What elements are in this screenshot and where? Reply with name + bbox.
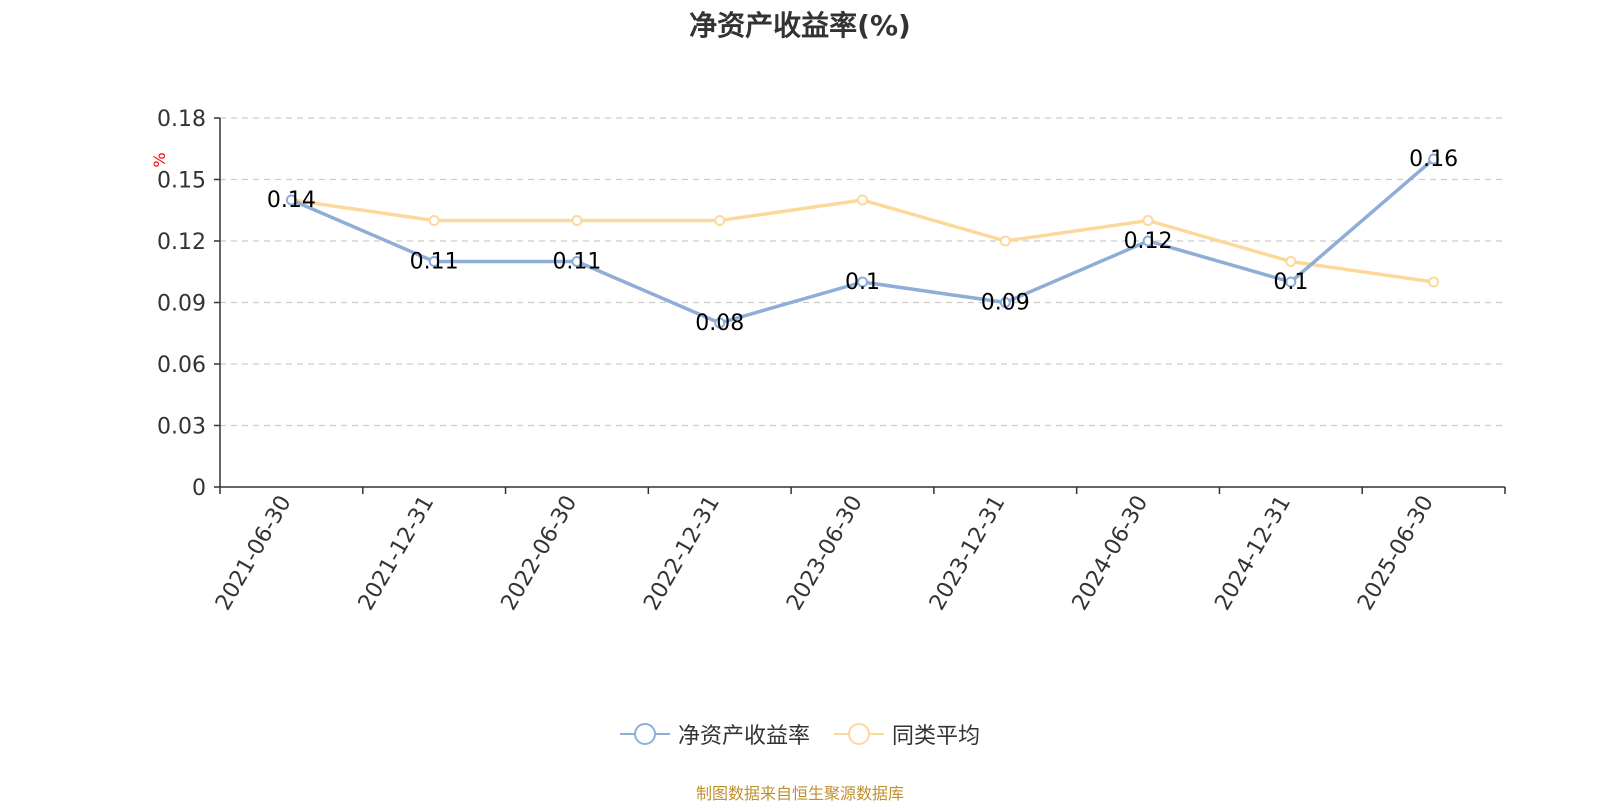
data-point [1428, 276, 1440, 288]
data-point [571, 215, 583, 226]
y-tick-label: 0.12 [157, 230, 206, 255]
y-tick-label: 0 [192, 476, 206, 501]
data-point [857, 194, 868, 206]
data-point [428, 256, 440, 267]
x-tick-label: 2025-06-30 [1353, 492, 1439, 615]
x-tick-label: 2024-06-30 [1068, 492, 1154, 615]
legend-label: 同类平均 [892, 724, 981, 749]
data-label: 0.12 [1124, 229, 1173, 254]
data-point [1285, 276, 1297, 288]
data-point [999, 297, 1011, 308]
data-label: 0.11 [410, 250, 459, 275]
y-tick-label: 0.15 [157, 169, 206, 194]
y-tick-label: 0.03 [157, 415, 206, 440]
series-lines [285, 153, 1440, 329]
data-point [714, 215, 726, 226]
y-tick-label: 0.06 [157, 353, 206, 378]
data-label: 0.16 [1409, 147, 1458, 172]
chart-title: 净资产收益率(%) [689, 9, 911, 42]
x-tick-label: 2024-12-31 [1210, 492, 1296, 615]
legend: 净资产收益率 同类平均 [0, 718, 1600, 750]
y-tick-label: 0.09 [157, 292, 206, 317]
data-labels: 0.14 0.11 0.11 0.08 0.1 0.09 0.12 0.1 0.16 [267, 147, 1458, 336]
legend-label: 净资产收益率 [677, 724, 810, 749]
data-label: 0.11 [552, 250, 601, 275]
data-label: 0.1 [845, 270, 880, 295]
axes: 0 0.03 0.06 0.09 0.12 0.15 0.18% 2021-06-30 2021… [150, 107, 1506, 615]
x-tick-label: 2023-06-30 [782, 492, 868, 615]
legend-marker-icon [834, 723, 884, 745]
y-tick-label: 0.18 [157, 107, 206, 132]
x-tick-label: 2021-12-31 [354, 492, 440, 615]
legend-item-series-1[interactable]: 净资产收益率 [619, 718, 810, 750]
data-point [1285, 256, 1297, 267]
data-point [1428, 153, 1440, 165]
x-tick-label: 2021-06-30 [211, 492, 297, 615]
data-label: 0.14 [267, 188, 316, 213]
legend-marker-icon [619, 723, 670, 745]
data-point [999, 235, 1011, 247]
data-point [428, 215, 440, 226]
data-point [1142, 215, 1154, 226]
grid-lines [220, 117, 1505, 427]
data-point [285, 194, 297, 206]
x-tick-label: 2022-06-30 [497, 492, 583, 615]
data-point [571, 256, 583, 267]
x-tick-label: 2022-12-31 [639, 492, 725, 615]
data-label: 0.08 [695, 311, 744, 336]
data-label: 0.1 [1273, 270, 1308, 295]
x-tick-label: 2023-12-31 [925, 492, 1011, 615]
source-note: 制图数据来自恒生聚源数据库 [695, 784, 904, 803]
data-point [857, 276, 868, 288]
data-point [1142, 235, 1154, 247]
data-label: 0.09 [981, 291, 1030, 316]
y-axis-unit-label: % [150, 152, 169, 167]
data-point [714, 317, 726, 329]
legend-item-series-2[interactable]: 同类平均 [834, 718, 980, 750]
